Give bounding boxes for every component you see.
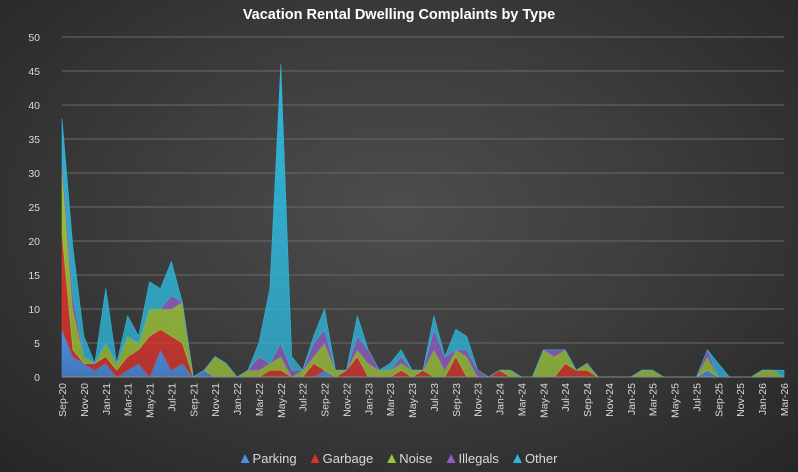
x-tick-label: Mar-21 [123,383,135,416]
x-tick-label: Nov-25 [735,383,747,417]
x-tick-label: Mar-25 [648,383,660,416]
x-tick-label: Mar-26 [779,383,791,416]
y-tick-label: 35 [28,134,40,146]
legend-label: Parking [252,451,297,466]
x-tick-label: Jan-21 [101,383,113,415]
legend-item-garbage: Garbage [310,451,374,466]
legend-swatch [240,454,250,463]
y-tick-label: 50 [28,32,40,44]
x-tick-label: Jul-23 [429,383,441,412]
legend-item-noise: Noise [387,451,432,466]
x-tick-label: Nov-24 [604,383,616,417]
x-tick-label: May-21 [145,383,157,418]
y-tick-label: 45 [28,66,40,78]
x-tick-label: Jan-23 [363,383,375,415]
x-tick-label: Nov-22 [341,383,353,417]
legend: Parking Garbage Noise Illegals Other [0,451,798,466]
x-tick-label: Sep-20 [57,383,69,417]
x-tick-label: Mar-24 [516,383,528,416]
x-tick-label: Jul-25 [691,383,703,412]
x-tick-label: Nov-20 [79,383,91,417]
y-tick-label: 10 [28,304,40,316]
x-tick-label: Jul-21 [166,383,178,412]
legend-label: Illegals [458,451,499,466]
legend-item-other: Other [512,451,558,466]
legend-label: Other [524,451,558,466]
legend-label: Garbage [322,451,374,466]
x-tick-label: Jul-22 [298,383,310,412]
legend-item-parking: Parking [240,451,297,466]
x-tick-label: Nov-21 [210,383,222,417]
x-tick-label: Sep-24 [582,383,594,417]
x-tick-label: Sep-21 [188,383,200,417]
y-tick-label: 0 [34,372,40,384]
x-tick-label: Sep-22 [320,383,332,417]
x-tick-label: May-22 [276,383,288,418]
y-tick-label: 25 [28,202,40,214]
x-tick-label: Mar-22 [254,383,266,416]
y-tick-label: 15 [28,270,40,282]
x-tick-label: Jan-22 [232,383,244,415]
x-tick-label: Jan-26 [757,383,769,415]
x-tick-label: Sep-25 [713,383,725,417]
legend-swatch [446,454,456,463]
legend-swatch [512,454,522,463]
y-tick-label: 30 [28,168,40,180]
x-tick-label: Sep-23 [451,383,463,417]
y-tick-label: 40 [28,100,40,112]
legend-swatch [310,454,320,463]
y-tick-label: 20 [28,236,40,248]
x-tick-label: May-23 [407,383,419,418]
x-tick-label: May-25 [670,383,682,418]
x-tick-label: Jan-24 [495,383,507,415]
y-tick-label: 5 [34,338,40,350]
x-tick-label: Jul-24 [560,383,572,412]
chart-title: Vacation Rental Dwelling Complaints by T… [242,7,556,23]
legend-item-illegals: Illegals [446,451,499,466]
x-tick-label: May-24 [538,383,550,418]
x-tick-label: Nov-23 [473,383,485,417]
x-tick-label: Jan-25 [626,383,638,415]
x-tick-label: Mar-23 [385,383,397,416]
legend-swatch [387,454,397,463]
legend-label: Noise [399,451,433,466]
